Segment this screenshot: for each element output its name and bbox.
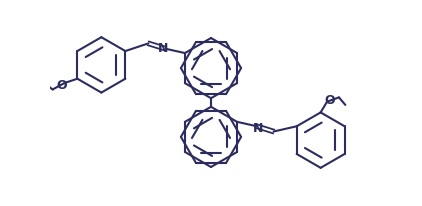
Text: N: N: [158, 42, 169, 55]
Text: O: O: [324, 94, 335, 107]
Text: O: O: [56, 78, 67, 91]
Text: N: N: [253, 121, 264, 134]
